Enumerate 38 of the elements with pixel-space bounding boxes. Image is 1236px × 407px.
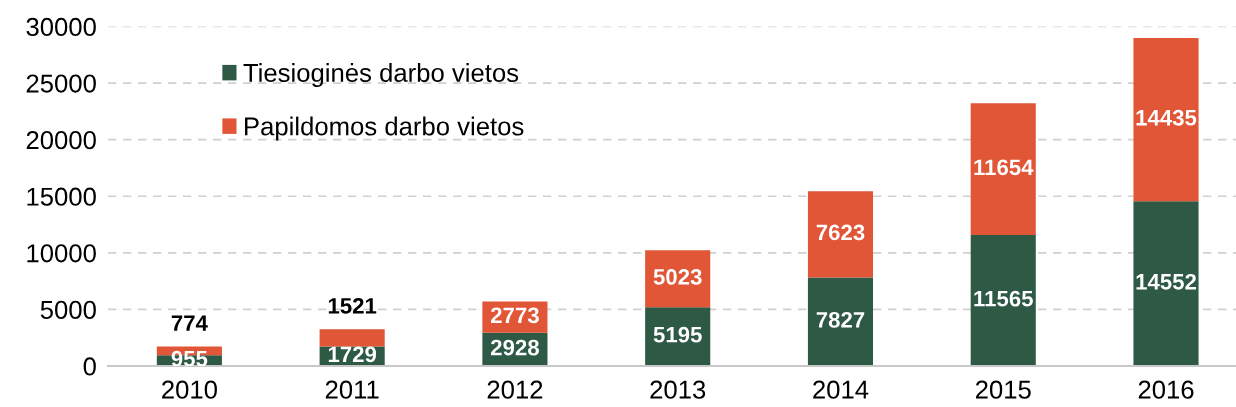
data-label: 1521 bbox=[328, 297, 377, 314]
data-label: 5195 bbox=[653, 326, 702, 343]
y-tick-label: 30000 bbox=[26, 17, 96, 37]
x-tick-label: 2014 bbox=[813, 380, 869, 399]
data-label: 2773 bbox=[490, 307, 539, 324]
data-label: 7827 bbox=[816, 311, 865, 328]
bar bbox=[645, 250, 711, 308]
data-label: 14435 bbox=[1136, 109, 1197, 126]
data-label: 955 bbox=[171, 350, 208, 367]
y-tick-label: 10000 bbox=[27, 244, 96, 263]
bar bbox=[319, 329, 385, 347]
x-tick-label: 2013 bbox=[650, 380, 706, 399]
y-tick-label: 5000 bbox=[40, 300, 96, 319]
data-label: 774 bbox=[171, 315, 208, 331]
legend-label: Tiesioginės darbo vietos bbox=[243, 63, 519, 88]
bar bbox=[807, 191, 874, 278]
y-tick-label: 20000 bbox=[26, 131, 96, 150]
bar bbox=[1133, 37, 1199, 202]
bar bbox=[970, 235, 1036, 366]
bar bbox=[970, 103, 1036, 236]
x-tick-label: 2015 bbox=[975, 380, 1031, 399]
x-tick-label: 2016 bbox=[1138, 380, 1194, 399]
bar bbox=[1133, 201, 1199, 366]
y-tick-label: 15000 bbox=[27, 187, 96, 206]
x-tick-label: 2011 bbox=[325, 380, 379, 399]
data-label: 11565 bbox=[974, 290, 1033, 307]
legend-label: Papildomos darbo vietos bbox=[245, 116, 524, 141]
data-label: 5023 bbox=[653, 269, 702, 285]
data-label: 14552 bbox=[1136, 273, 1197, 290]
data-label: 1729 bbox=[328, 346, 377, 363]
x-tick-label: 2010 bbox=[162, 380, 217, 399]
y-tick-label: 0 bbox=[83, 357, 96, 376]
data-label: 2928 bbox=[490, 339, 539, 356]
data-label: 7623 bbox=[816, 224, 865, 241]
bar bbox=[807, 277, 874, 366]
y-tick-label: 25000 bbox=[26, 74, 96, 93]
x-tick-label: 2012 bbox=[487, 380, 543, 399]
data-label: 11654 bbox=[974, 159, 1034, 176]
